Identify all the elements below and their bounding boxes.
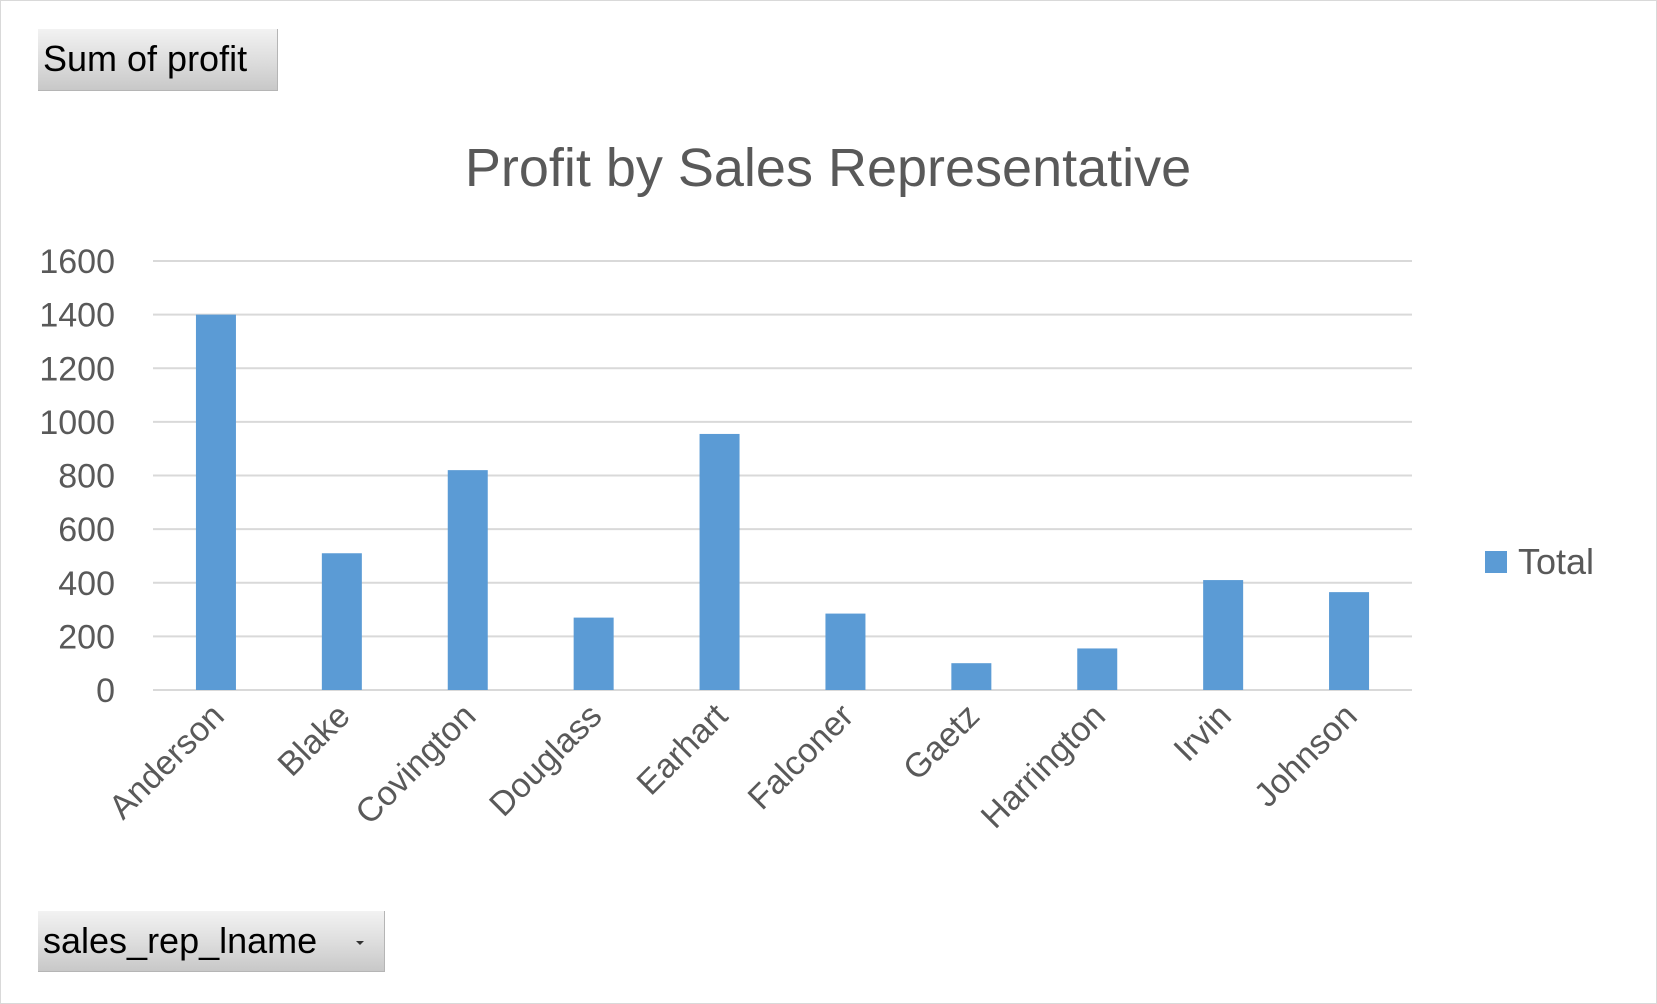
bar-gaetz[interactable] [951, 663, 992, 690]
x-category-label: Harrington [974, 697, 1113, 836]
legend-swatch [1485, 551, 1507, 573]
y-tick-label: 1600 [39, 243, 115, 281]
y-tick-label: 1000 [39, 404, 115, 442]
axis-field-label: sales_rep_lname [43, 920, 318, 961]
x-category-label: Gaetz [896, 697, 987, 788]
gridlines [153, 260, 1412, 691]
y-tick-label: 400 [58, 565, 115, 603]
dropdown-arrow-icon[interactable] [356, 941, 364, 945]
x-category-label: Douglass [482, 697, 609, 824]
sales-rep-lname-field-button[interactable]: sales_rep_lname [38, 911, 385, 972]
y-tick-label: 200 [58, 618, 115, 656]
bar-covington[interactable] [447, 470, 488, 690]
x-category-label: Anderson [102, 697, 232, 827]
x-category-label: Irvin [1167, 697, 1239, 769]
bar-falconer[interactable] [825, 613, 866, 690]
bar-earhart[interactable] [699, 433, 740, 690]
bar-harrington[interactable] [1077, 648, 1118, 690]
bars [195, 314, 1370, 690]
bar-blake[interactable] [321, 553, 362, 690]
x-category-label: Earhart [629, 696, 735, 802]
x-category-label: Falconer [741, 697, 861, 817]
value-field-label: Sum of profit [43, 38, 248, 79]
y-tick-label: 800 [58, 458, 115, 496]
chart-title: Profit by Sales Representative [465, 138, 1191, 198]
bar-irvin[interactable] [1203, 580, 1244, 690]
y-tick-label: 1200 [39, 350, 115, 388]
x-category-label: Johnson [1247, 697, 1365, 815]
y-axis-tick-labels: 0 200 400 600 800 1000 1200 1400 1600 [39, 243, 115, 710]
legend[interactable]: Total [1485, 541, 1594, 582]
x-category-label: Blake [270, 697, 357, 784]
sum-of-profit-field-button[interactable]: Sum of profit [38, 29, 278, 91]
bar-johnson[interactable] [1329, 592, 1370, 690]
legend-label: Total [1518, 541, 1594, 582]
y-tick-label: 0 [96, 672, 115, 710]
bar-anderson[interactable] [195, 314, 236, 690]
bar-douglass[interactable] [573, 617, 614, 690]
y-tick-label: 1400 [39, 297, 115, 335]
y-tick-label: 600 [58, 511, 115, 549]
x-category-label: Covington [348, 697, 483, 832]
